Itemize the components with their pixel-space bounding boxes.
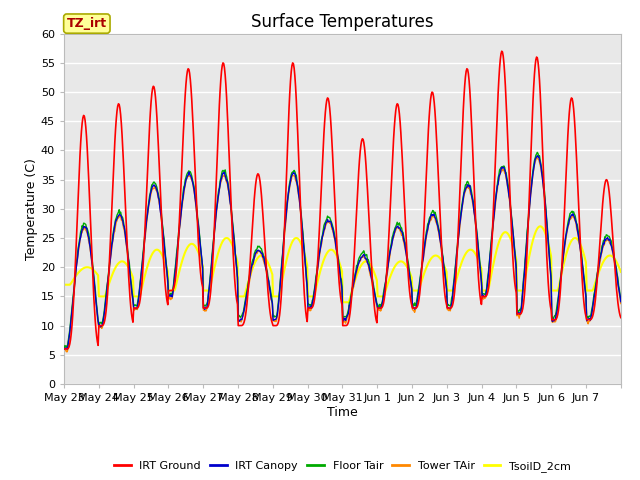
Text: TZ_irt: TZ_irt: [67, 17, 107, 30]
Legend: IRT Ground, IRT Canopy, Floor Tair, Tower TAir, TsoilD_2cm: IRT Ground, IRT Canopy, Floor Tair, Towe…: [109, 457, 575, 477]
X-axis label: Time: Time: [327, 406, 358, 419]
Title: Surface Temperatures: Surface Temperatures: [251, 12, 434, 31]
Y-axis label: Temperature (C): Temperature (C): [25, 158, 38, 260]
